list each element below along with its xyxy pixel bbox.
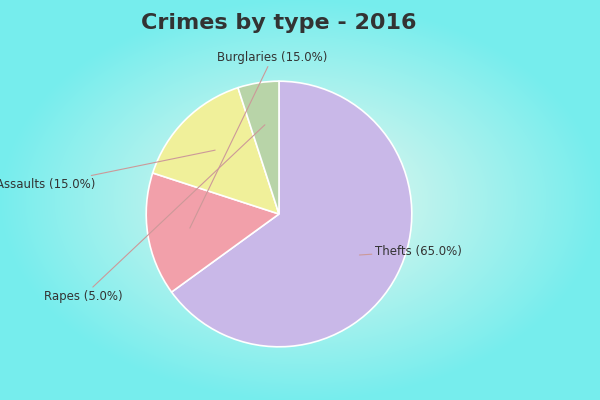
Wedge shape xyxy=(152,88,279,214)
Text: Assaults (15.0%): Assaults (15.0%) xyxy=(0,150,215,191)
Title: Crimes by type - 2016: Crimes by type - 2016 xyxy=(141,12,417,32)
Wedge shape xyxy=(146,173,279,292)
Wedge shape xyxy=(172,81,412,347)
Text: Burglaries (15.0%): Burglaries (15.0%) xyxy=(190,51,328,228)
Wedge shape xyxy=(238,81,279,214)
Text: Rapes (5.0%): Rapes (5.0%) xyxy=(44,125,265,303)
Text: Thefts (65.0%): Thefts (65.0%) xyxy=(359,245,461,258)
